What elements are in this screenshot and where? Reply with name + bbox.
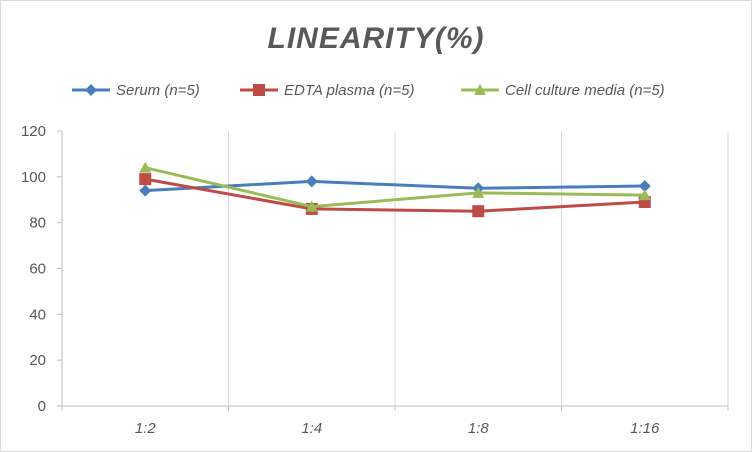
series-group: [139, 161, 651, 218]
legend-marker: [474, 84, 486, 95]
y-tick-label: 60: [29, 261, 46, 278]
series-line: [144, 177, 645, 213]
y-tick-label: 100: [21, 169, 46, 186]
legend-marker: [253, 84, 265, 96]
data-point: [139, 173, 152, 186]
legend-label: Serum (n=5): [116, 82, 200, 99]
y-tick-label: 20: [29, 352, 46, 369]
series-3: [139, 161, 651, 212]
data-point: [638, 180, 651, 192]
grid-lines: [228, 131, 729, 406]
legend-item[interactable]: Serum (n=5): [72, 82, 200, 99]
data-point: [139, 184, 152, 197]
legend-label: EDTA plasma (n=5): [284, 82, 414, 99]
chart-title: LINEARITY(%): [268, 22, 485, 55]
x-tick-label: 1:8: [468, 420, 490, 437]
data-point: [638, 189, 651, 201]
data-point: [472, 186, 485, 198]
series-line: [144, 166, 645, 209]
x-tick-label: 1:16: [630, 420, 660, 437]
y-tick-label: 80: [29, 215, 46, 232]
data-point: [139, 161, 152, 173]
y-tick-label: 40: [29, 306, 46, 323]
legend-item[interactable]: Cell culture media (n=5): [461, 82, 665, 99]
axes: 0 20 40 60 80 100 120 1:2 1:4 1:8 1:16: [21, 123, 729, 437]
data-point: [305, 200, 318, 212]
data-point: [305, 175, 318, 188]
legend-item[interactable]: EDTA plasma (n=5): [240, 82, 414, 99]
legend: Serum (n=5) EDTA plasma (n=5) Cell culture…: [72, 82, 665, 99]
x-tick-label: 1:2: [135, 420, 157, 437]
y-tick-label: 0: [38, 398, 46, 415]
legend-marker: [85, 84, 97, 96]
data-point: [472, 205, 485, 218]
y-tick-label: 120: [21, 123, 46, 140]
legend-label: Cell culture media (n=5): [505, 82, 665, 99]
x-tick-label: 1:4: [301, 420, 322, 437]
